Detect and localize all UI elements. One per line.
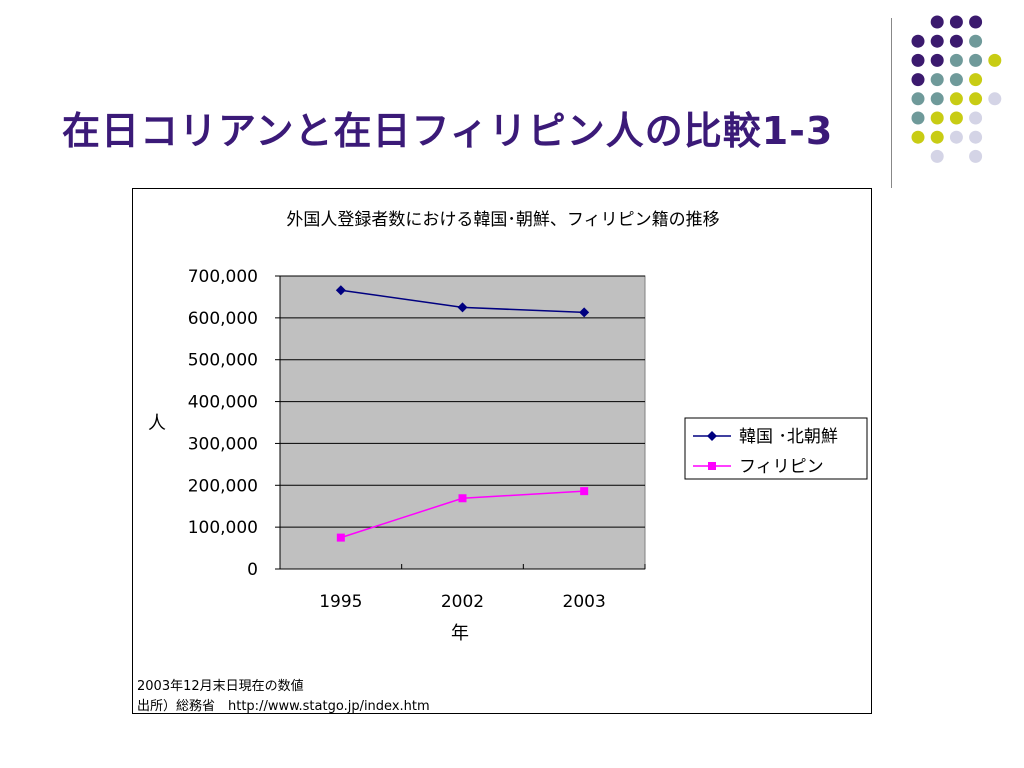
grid-lines <box>280 275 645 528</box>
x-tick-label: 2003 <box>563 592 606 612</box>
line-chart: 外国人登録者数における韓国･朝鮮、フィリピン籍の推移 0 100,000 200,0… <box>148 210 868 644</box>
decorative-dot <box>911 130 925 144</box>
decorative-dot-grid <box>911 15 1002 163</box>
plot-area <box>279 275 646 570</box>
decorative-dot <box>988 92 1002 106</box>
decorative-dot <box>969 34 983 48</box>
legend-label: 韓国 ･北朝鮮 <box>739 427 838 447</box>
decorative-dot <box>930 92 944 106</box>
series-point-diamond <box>579 307 590 318</box>
decorative-dot <box>949 111 963 125</box>
series-point-diamond <box>707 431 717 441</box>
decorative-dot <box>949 130 963 144</box>
decorative-dot <box>969 92 983 106</box>
decorative-dot <box>911 34 925 48</box>
x-tick-label: 1995 <box>319 592 362 612</box>
decorative-dot <box>930 73 944 87</box>
y-axis-ticks: 0 100,000 200,000 300,000 400,000 500,000 600,… <box>188 267 280 580</box>
series-point-square <box>336 533 345 542</box>
series-point-diamond <box>457 302 468 313</box>
y-axis-label: 人 <box>148 413 166 434</box>
legend-label: フィリピン <box>739 457 824 477</box>
decorative-dot <box>930 15 944 29</box>
decorative-dot <box>969 130 983 144</box>
decorative-dot <box>949 92 963 106</box>
note-source: 出所）総務省 http://www.statgo.jp/index.htm <box>137 699 430 714</box>
y-tick-label: 100,000 <box>188 518 258 538</box>
decorative-dot <box>949 53 963 67</box>
decorative-dot <box>988 53 1002 67</box>
y-tick-label: 400,000 <box>188 393 258 413</box>
decorative-dot <box>949 34 963 48</box>
decorative-dot <box>930 111 944 125</box>
y-tick-label: 600,000 <box>188 309 258 329</box>
decorative-dot <box>930 130 944 144</box>
note-date: 2003年12月末日現在の数値 <box>137 679 304 694</box>
x-axis-label: 年 <box>451 623 469 644</box>
series-point-square <box>580 487 589 496</box>
chart-title: 外国人登録者数における韓国･朝鮮、フィリピン籍の推移 <box>286 210 719 230</box>
decorative-dot <box>930 149 944 163</box>
chart-frame: 外国人登録者数における韓国･朝鮮、フィリピン籍の推移 0 100,000 200,0… <box>132 188 872 714</box>
series-layer <box>335 285 590 542</box>
y-tick-label: 700,000 <box>188 267 258 287</box>
decorative-dot <box>969 111 983 125</box>
x-tick-label: 2002 <box>441 592 484 612</box>
y-tick-label: 500,000 <box>188 351 258 371</box>
decorative-dot <box>969 15 983 29</box>
decorative-dot <box>949 73 963 87</box>
decorative-dot <box>969 73 983 87</box>
decorative-dot <box>911 73 925 87</box>
decorative-dot <box>911 92 925 106</box>
series-point-diamond <box>335 285 346 296</box>
decorative-dot <box>911 53 925 67</box>
divider-line <box>891 18 892 188</box>
y-tick-label: 300,000 <box>188 434 258 454</box>
decorative-dot <box>969 53 983 67</box>
decorative-dot <box>911 111 925 125</box>
series-point-square <box>708 462 716 470</box>
series-point-square <box>458 494 467 503</box>
y-tick-label: 0 <box>247 560 258 580</box>
decorative-dot <box>969 149 983 163</box>
decorative-dot <box>930 53 944 67</box>
y-tick-label: 200,000 <box>188 476 258 496</box>
decorative-dot <box>930 34 944 48</box>
decorative-dot <box>949 15 963 29</box>
slide-title: 在日コリアンと在日フィリピン人の比較1-3 <box>62 109 834 153</box>
x-axis-ticks: 1995 2002 2003 <box>279 564 646 612</box>
